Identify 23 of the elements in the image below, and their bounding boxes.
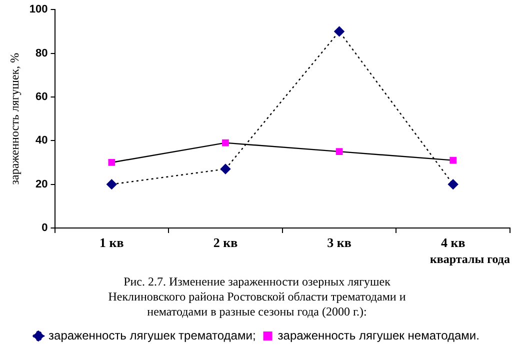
- y-axis-title: зараженность лягушек, %: [7, 52, 22, 185]
- y-tick-label: 20: [36, 178, 48, 190]
- point: [222, 139, 229, 146]
- x-tick-label: 4 кв: [440, 235, 466, 250]
- x-tick-label: 2 кв: [213, 235, 238, 250]
- point: [336, 148, 343, 155]
- point: [450, 156, 457, 164]
- point: [334, 26, 344, 37]
- y-tick-label: 0: [42, 222, 48, 234]
- y-tick-label: 100: [29, 4, 48, 16]
- point: [106, 179, 117, 190]
- x-tick-label: 3 кв: [327, 235, 352, 250]
- text: Рис. 2.7. Изменение зараженности озерных лягушек Неклиновского района Ростовской области трематодами и нематодами в разные сезоны года (2000 г.):: [108, 274, 406, 319]
- x-tick-label: 1 кв: [100, 235, 124, 250]
- y-tick-label: 80: [36, 47, 48, 60]
- point: [448, 179, 458, 190]
- point: [220, 164, 231, 174]
- y-tick-label: 60: [36, 90, 48, 103]
- legend-label: зараженность лягушек трематодами;: [48, 328, 256, 342]
- y-tick-label: 40: [36, 134, 48, 147]
- x-axis-title: кварталы года: [430, 252, 510, 266]
- point: [108, 159, 116, 166]
- legend-label: зараженность лягушек нематодами.: [278, 328, 480, 342]
